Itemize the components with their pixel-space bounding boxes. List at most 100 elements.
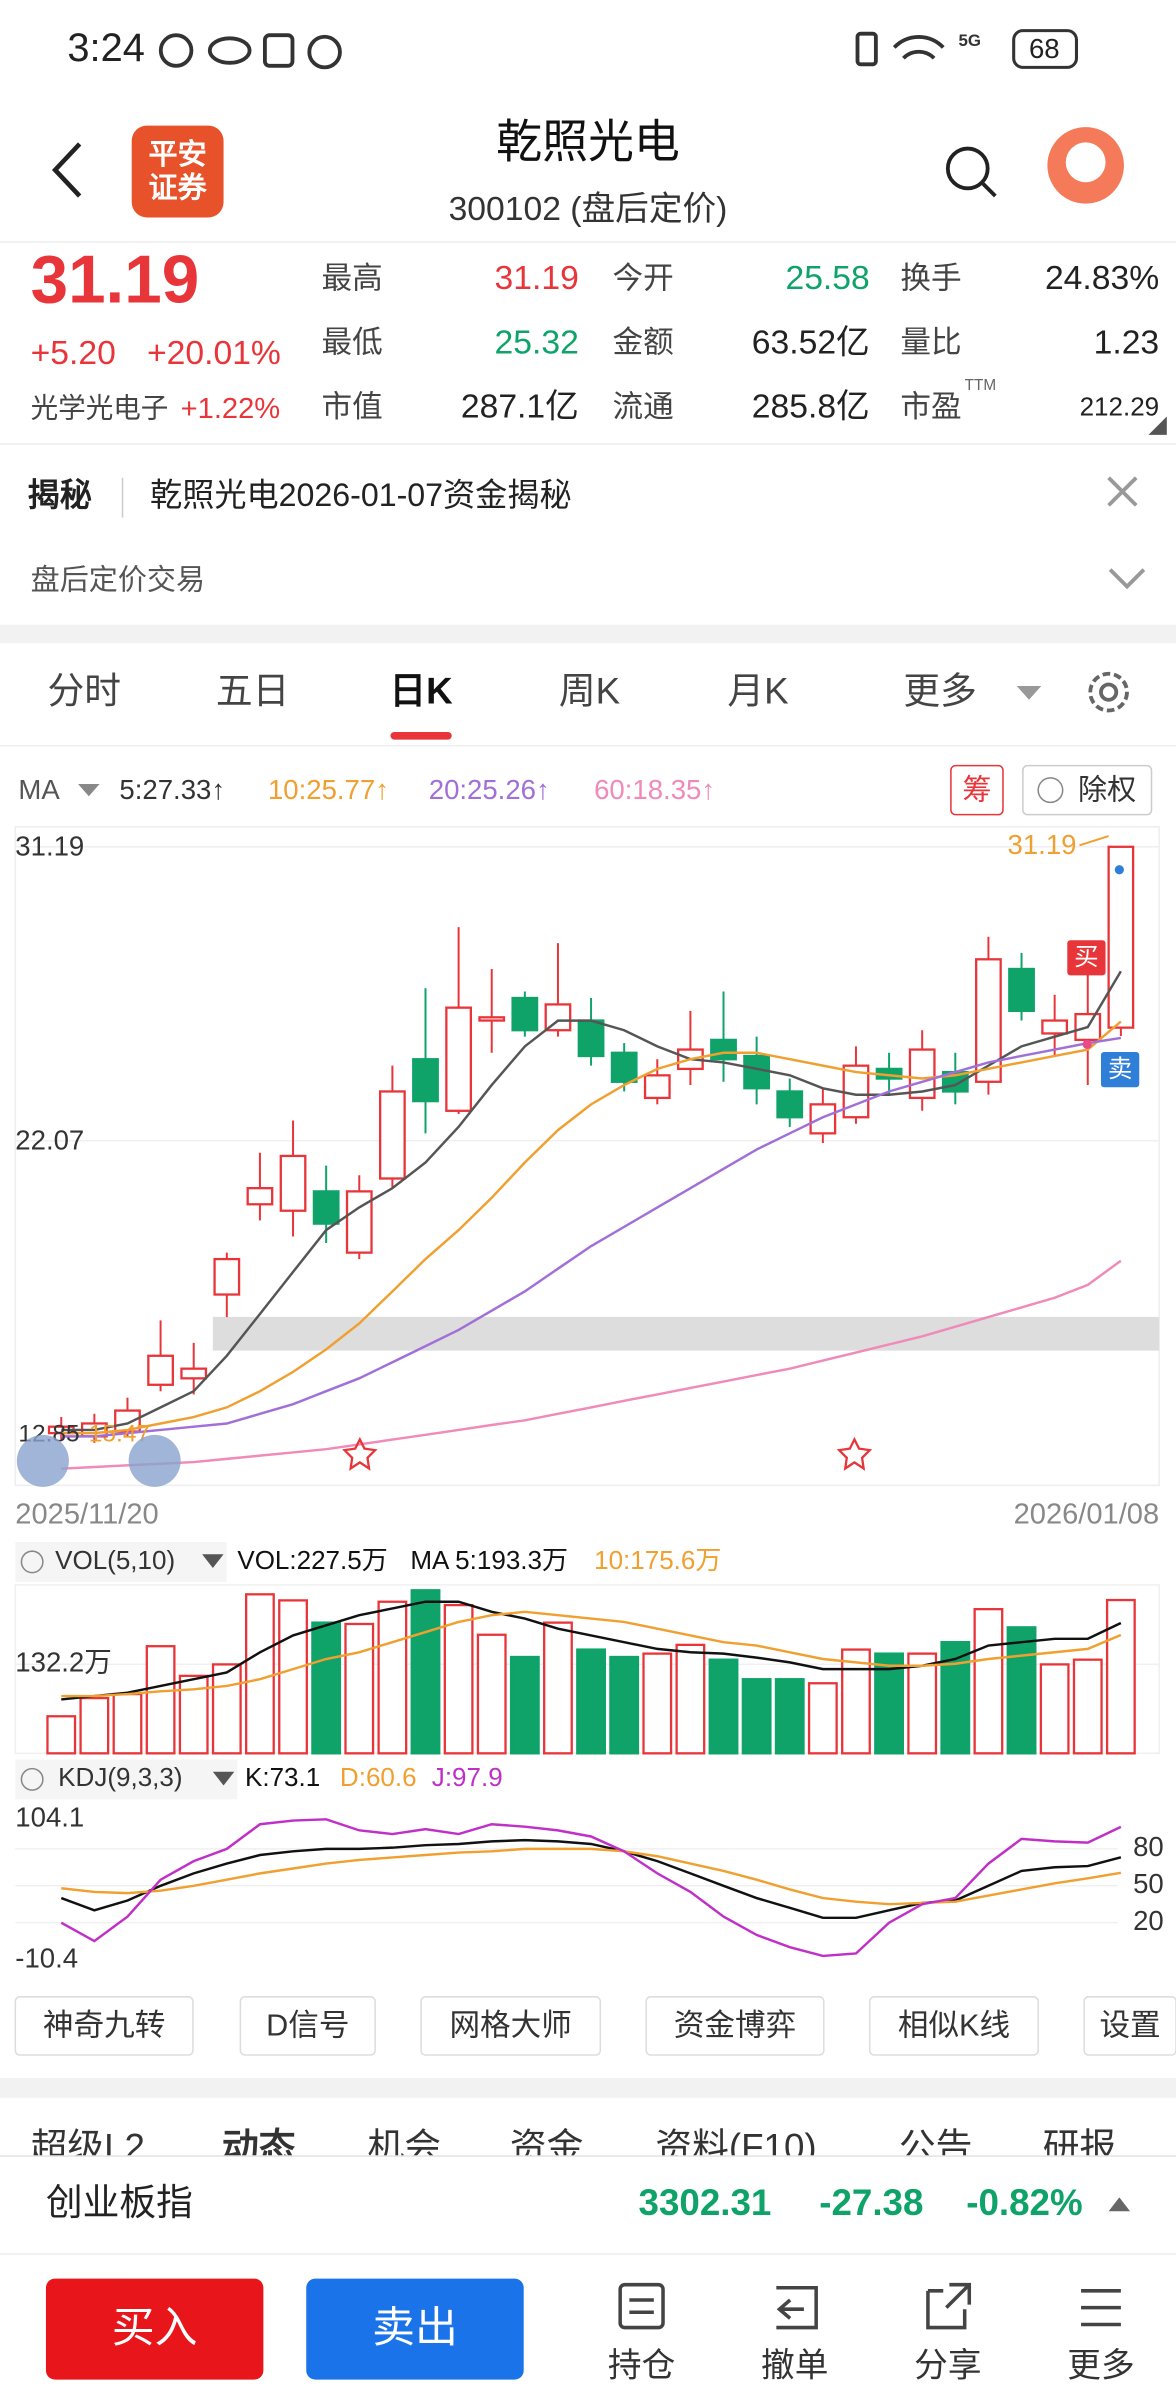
kdj-line [60,1818,1122,1958]
volume-bar [807,1682,838,1755]
fullscreen-button[interactable] [128,1434,181,1487]
buy-label: 买入 [112,2304,198,2352]
buy-marker-label: 买 [1074,944,1098,971]
start-date: 2025/11/20 [15,1499,158,1531]
volume-bar [377,1600,408,1755]
stat-value: 31.19 [495,260,579,297]
tool-button[interactable] [868,1996,1039,2056]
notice-sub: 盘后定价交易 [31,564,205,597]
candle-body [1107,845,1135,1029]
tab[interactable]: 周K [559,670,621,711]
candle-body [511,996,539,1032]
battery [1012,29,1078,69]
candle-body [445,1006,473,1112]
info-icon [1037,777,1064,804]
stock-code: 300102 (盘后定价) [449,190,728,228]
candle-body [279,1154,307,1212]
tool-button[interactable] [1083,1996,1176,2056]
candle-body [743,1054,771,1090]
tool-button[interactable] [645,1996,825,2056]
avatar-face [1065,142,1106,183]
volume-bar [1072,1658,1103,1755]
tab[interactable]: 更多 [903,670,977,711]
tab[interactable]: 分时 [47,670,121,711]
volume-bar [245,1593,275,1755]
tab[interactable]: 月K [727,670,789,711]
stat-value: 25.58 [785,260,869,297]
candle-body [114,1409,141,1433]
chip-zone [212,1316,1160,1351]
candle-body [213,1257,241,1296]
signal-dot [1114,865,1124,875]
sector-pct: +1.22% [181,393,280,425]
y-tick-label: 22.07 [15,1125,84,1156]
search-button[interactable] [945,146,997,198]
tool-button[interactable] [239,1996,376,2056]
sell-button[interactable] [306,2278,524,2380]
tab[interactable]: 五日 [216,670,290,711]
action-label[interactable]: 更多 [1067,2346,1134,2384]
kdj-k: K:73.1 [245,1762,320,1792]
expand-left-button[interactable] [16,1434,69,1487]
tab[interactable]: 日K [389,670,453,711]
action-label[interactable]: 持仓 [608,2346,675,2384]
volume-bar [741,1678,772,1755]
gap [0,2077,1176,2098]
close-button[interactable] [1107,476,1138,507]
volume-bar [841,1648,871,1755]
chip-button[interactable] [950,764,1004,816]
adjust-label: 除权 [1078,773,1136,806]
adjust-button[interactable] [1022,764,1153,816]
volume-bar [609,1655,640,1755]
y-tick-label: 31.19 [15,831,84,862]
ma-legend-item: 60:18.35↑ [594,774,715,805]
expand-button[interactable] [1108,568,1146,590]
action-label[interactable]: 分享 [914,2346,981,2384]
kdj-max: 104.1 [15,1801,84,1832]
candle-body [478,1016,506,1022]
vol-value: VOL:227.5万 [237,1545,387,1575]
dropdown-arrow [212,1771,235,1786]
sector: 光学光电子 [31,393,169,424]
volume-bar [675,1643,706,1755]
notice-text[interactable]: 乾照光电2026-01-07资金揭秘 [150,477,572,513]
index-bar[interactable] [0,2156,1176,2255]
back-button[interactable] [51,142,82,198]
volume-bar [576,1648,606,1755]
settings-button[interactable] [1088,671,1129,713]
candle-body [147,1354,174,1386]
y-tick-label: 80 [1133,1831,1164,1862]
stat-value: 24.83% [1045,260,1159,297]
volume-bar [907,1652,938,1755]
tool-label: 神奇九转 [43,2009,165,2043]
volume-bar [311,1621,342,1755]
kdj-selector[interactable] [15,1759,238,1800]
expand-arrow [1108,2197,1131,2212]
tool-button[interactable] [420,1996,602,2056]
tool-label: 资金博弈 [674,2009,796,2043]
stat-label: 市盈 [900,390,961,424]
stat-label: 今开 [612,261,673,295]
vol-selector[interactable] [15,1542,227,1582]
tool-button[interactable] [14,1996,194,2056]
tool-label: 设置 [1099,2009,1160,2043]
logo-text: 平安 [149,138,207,171]
change-pct: +20.01% [147,335,281,372]
ma-label[interactable]: MA [18,774,60,805]
tool-label: 相似K线 [898,2009,1010,2043]
volume-bar [211,1663,242,1755]
y-tick-label: 132.2万 [15,1647,111,1678]
gap [0,624,1176,644]
candle-body [1008,967,1035,1013]
volume-bar [476,1633,507,1755]
action-label[interactable]: 撤单 [761,2346,828,2384]
buy-button[interactable] [45,2278,264,2380]
stat-label: 最低 [322,326,383,360]
broker-logo [131,125,224,218]
action-icons [618,2282,1121,2330]
tab-indicator [390,731,452,740]
battery-level: 68 [1029,33,1060,64]
price-panel [14,826,1160,1487]
volume-bar [112,1692,143,1755]
